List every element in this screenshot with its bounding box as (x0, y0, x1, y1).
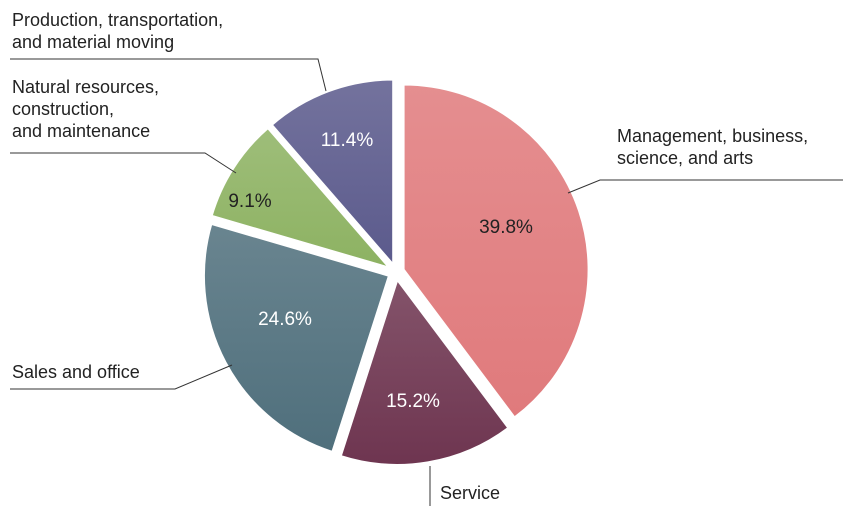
category-label: Natural resources, construction, and mai… (12, 77, 160, 141)
leader-line (10, 58, 327, 92)
value-label: 11.4% (321, 130, 374, 151)
leader-line (10, 364, 233, 390)
leader-line (10, 152, 237, 174)
pie-slice (210, 126, 393, 270)
value-label: 39.8% (479, 217, 533, 238)
category-label: Management, business, science, and arts (617, 126, 809, 168)
category-label: Sales and office (12, 362, 140, 382)
value-label: 15.2% (386, 391, 440, 412)
category-label: Production, transportation, and material… (12, 10, 224, 52)
pie-slice (202, 222, 391, 454)
value-label: 9.1% (228, 191, 271, 212)
category-label: Service (440, 483, 501, 503)
pie-slice (339, 277, 510, 466)
leader-line (567, 179, 843, 194)
pie-slice (402, 83, 590, 419)
value-label: 24.6% (258, 309, 312, 330)
pie-slice (270, 78, 395, 268)
